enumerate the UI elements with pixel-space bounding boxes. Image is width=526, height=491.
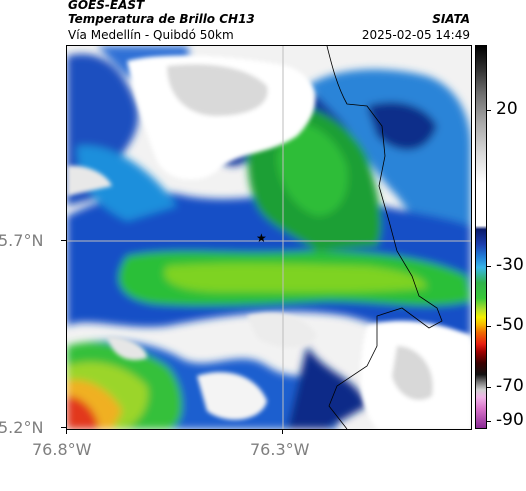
colorbar-label-minus50: -50 (496, 315, 524, 335)
location-star-marker[interactable]: ★ (256, 232, 267, 244)
star-icon: ★ (256, 231, 267, 245)
colorbar-label-minus90: -90 (496, 410, 524, 430)
lon-tick-mark (282, 429, 283, 434)
lat-label-south: 5.2°N (0, 418, 44, 437)
temperature-colorbar (475, 45, 487, 429)
colorbar-tick (486, 387, 491, 388)
colorbar-label-minus30: -30 (496, 255, 524, 275)
lon-label-west: 76.8°W (32, 440, 92, 459)
lon-tick-mark (66, 429, 67, 434)
colorbar-label-20: 20 (496, 99, 518, 119)
lon-label-east: 76.3°W (250, 440, 310, 459)
lat-tick-mark (61, 240, 66, 241)
colorbar-tick (486, 110, 491, 111)
route-subtitle: Vía Medellín - Quibdó 50km (68, 28, 234, 42)
lat-label-north: 5.7°N (0, 231, 44, 250)
border-line (326, 46, 443, 429)
organization-name: SIATA (432, 12, 470, 26)
image-datetime: 2025-02-05 14:49 (361, 28, 470, 42)
satellite-name: GOES-EAST (68, 0, 145, 12)
colorbar-tick (486, 266, 491, 267)
satellite-map[interactable]: ★ (66, 45, 472, 430)
colorbar-tick (486, 326, 491, 327)
product-title: Temperatura de Brillo CH13 (68, 12, 255, 26)
colorbar-label-minus70: -70 (496, 376, 524, 396)
colorbar-tick (486, 421, 491, 422)
brightness-temperature-field (67, 46, 471, 429)
lat-tick-mark (61, 427, 66, 428)
